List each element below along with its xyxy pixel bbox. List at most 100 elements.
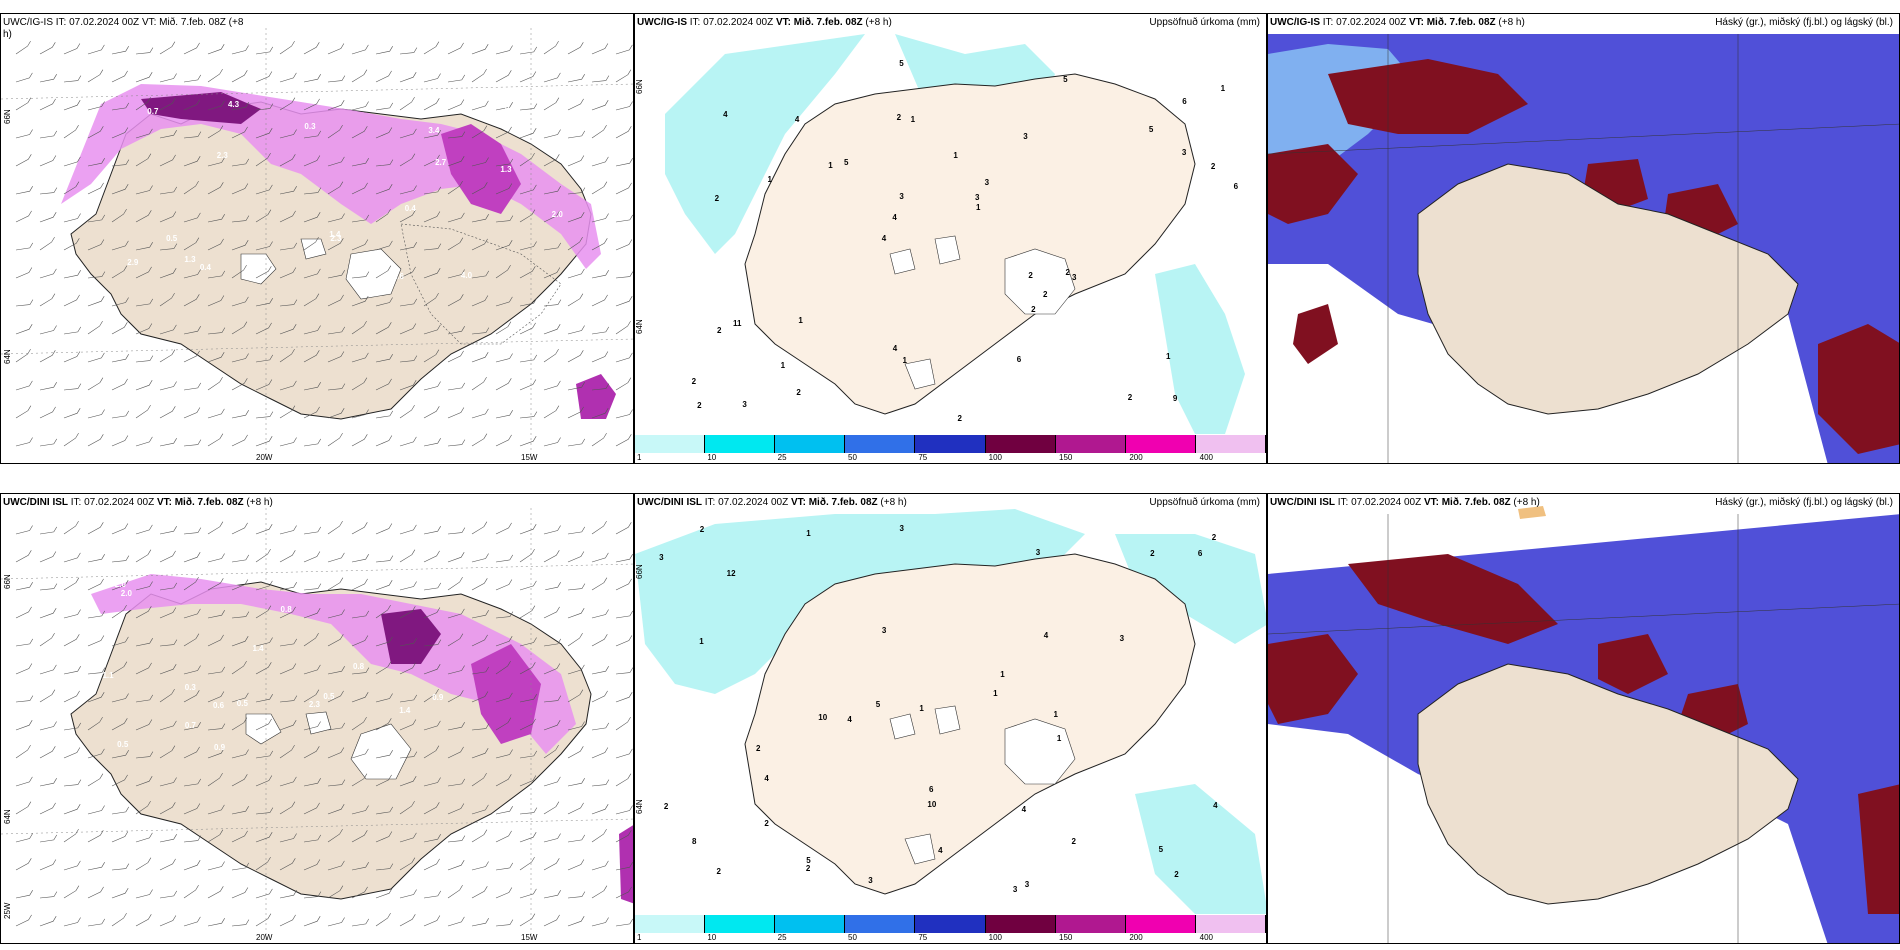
wind-barb bbox=[279, 186, 297, 195]
lon-tick-20w: 20W bbox=[256, 453, 273, 462]
wind-barb bbox=[255, 856, 271, 871]
lon-tick-15w-b: 15W bbox=[521, 933, 538, 942]
wind-barb bbox=[447, 722, 465, 731]
wind-barb bbox=[399, 889, 417, 899]
wind-region-north bbox=[91, 574, 576, 754]
glacier-3 bbox=[889, 713, 916, 740]
wind-barb bbox=[375, 636, 393, 647]
wind-barb bbox=[351, 126, 368, 139]
wind-barb bbox=[207, 295, 225, 307]
wind-barb bbox=[303, 834, 322, 843]
wind-barb bbox=[279, 267, 297, 279]
wind-barb bbox=[63, 917, 81, 927]
wind-barb bbox=[447, 294, 464, 307]
lon-tick-20w-b: 20W bbox=[256, 933, 273, 942]
wind-barb bbox=[207, 327, 226, 335]
wind-barb bbox=[327, 100, 345, 111]
wind-barb bbox=[111, 888, 129, 899]
wind-barb bbox=[135, 242, 153, 251]
wind-barb bbox=[327, 432, 343, 447]
wind-barb bbox=[135, 355, 154, 363]
wind-barb bbox=[63, 722, 82, 731]
wind-barb bbox=[591, 383, 610, 391]
wind-barb bbox=[543, 833, 561, 843]
wind-barb bbox=[183, 778, 202, 787]
wind-barb bbox=[39, 526, 58, 535]
wind-barb bbox=[111, 378, 128, 391]
wind-barb bbox=[135, 96, 151, 111]
wind-barb bbox=[111, 127, 129, 139]
value-label: 3 bbox=[868, 875, 873, 885]
wind-barb bbox=[567, 721, 585, 731]
wind-barb bbox=[39, 268, 57, 279]
wind-barb bbox=[39, 98, 56, 111]
wind-barb bbox=[423, 639, 442, 647]
colorbar-swatch bbox=[915, 435, 986, 453]
wind-barb bbox=[183, 665, 201, 675]
wind-barb bbox=[255, 807, 274, 815]
wind-barb bbox=[615, 805, 633, 815]
wind-barb bbox=[471, 804, 489, 815]
wind-barb bbox=[615, 667, 633, 675]
wind-barb bbox=[183, 527, 202, 535]
cloud-high-2 bbox=[1268, 634, 1358, 724]
wind-barb bbox=[375, 661, 392, 675]
wind-barb bbox=[87, 352, 105, 363]
wind-barb bbox=[567, 98, 584, 111]
wind-barb bbox=[519, 241, 537, 251]
wind-barb bbox=[159, 526, 177, 535]
wind-barb bbox=[87, 101, 105, 111]
wind-barb bbox=[543, 638, 562, 647]
wind-barb bbox=[567, 268, 585, 279]
value-label: 2 bbox=[663, 802, 669, 812]
wind-barb bbox=[567, 526, 586, 535]
wind-barb bbox=[615, 158, 633, 167]
wind-barb bbox=[591, 156, 609, 167]
wind-barb bbox=[567, 74, 585, 83]
wind-barb bbox=[183, 576, 199, 591]
wind-barb bbox=[543, 914, 560, 927]
wind-barb bbox=[231, 410, 249, 419]
wind-barb bbox=[255, 913, 272, 927]
wind-barb bbox=[399, 719, 417, 731]
wind-barb bbox=[231, 636, 249, 647]
value-label: 1 bbox=[910, 114, 916, 124]
colorbar-swatch bbox=[635, 435, 706, 453]
wind-barb bbox=[327, 326, 346, 335]
wind-barb bbox=[591, 804, 609, 815]
wind-barb bbox=[375, 265, 392, 279]
wind-barb bbox=[135, 210, 152, 223]
iceland-land bbox=[744, 73, 1196, 415]
wind-barb bbox=[471, 408, 489, 419]
wind-barb bbox=[351, 239, 369, 251]
colorbar-label: 100 bbox=[988, 933, 1003, 942]
colorbar-swatch bbox=[845, 915, 916, 933]
value-label: 9 bbox=[1172, 393, 1178, 403]
wind-barb bbox=[279, 776, 297, 787]
wind-barb bbox=[207, 157, 225, 167]
wind-barb bbox=[159, 664, 177, 675]
wind-barb bbox=[231, 126, 248, 139]
precip-shading-3 bbox=[1135, 784, 1266, 914]
wind-barb bbox=[231, 183, 249, 195]
wind-barb bbox=[351, 805, 369, 815]
wind-barb bbox=[183, 269, 201, 279]
wind-map-bottom bbox=[1, 494, 633, 943]
wind-barb bbox=[135, 380, 153, 391]
wind-barb bbox=[471, 521, 488, 535]
wind-barb bbox=[303, 382, 321, 391]
wind-barb bbox=[615, 692, 633, 703]
wind-barb bbox=[519, 46, 538, 55]
wind-barb bbox=[231, 774, 248, 787]
glacier-2 bbox=[934, 705, 961, 735]
wind-barb bbox=[351, 158, 369, 167]
wind-barb bbox=[63, 238, 80, 251]
wind-barb bbox=[207, 918, 225, 927]
wind-barb bbox=[543, 324, 561, 335]
wind-barb bbox=[87, 434, 104, 447]
value-label: 3 bbox=[1035, 548, 1041, 558]
wind-barb bbox=[519, 524, 537, 535]
wind-barb bbox=[279, 582, 297, 591]
wind-barb bbox=[183, 746, 200, 759]
wind-barb bbox=[471, 666, 490, 675]
